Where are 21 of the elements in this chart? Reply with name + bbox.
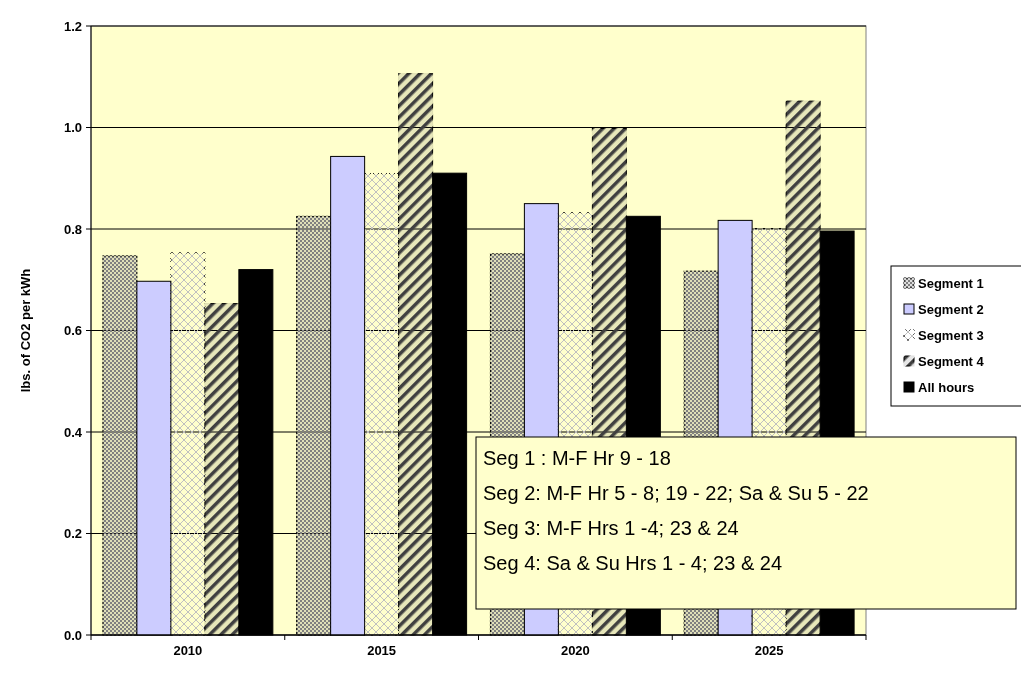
legend-label: Segment 2: [918, 301, 984, 317]
legend-label: All hours: [918, 379, 975, 395]
legend-label: Segment 3: [918, 327, 984, 343]
y-tick-label: 0.4: [63, 424, 83, 440]
annotation: Seg 1 : M-F Hr 9 - 18: [483, 447, 671, 469]
y-tick-label: 1.2: [63, 18, 82, 34]
x-tick-label: 2020: [560, 643, 590, 658]
legend-label: Segment 1: [918, 275, 984, 291]
x-tick-label: 2010: [173, 643, 203, 658]
x-tick-label: 2015: [367, 643, 397, 658]
y-tick-label: 0.0: [63, 627, 82, 643]
y-axis-title: lbs. of CO2 per kWh: [18, 268, 33, 393]
y-tick-label: 0.6: [63, 323, 82, 339]
legend-label: Segment 4: [918, 353, 985, 369]
annotation: Seg 2: M-F Hr 5 - 8; 19 - 22; Sa & Su 5 - 22: [483, 482, 869, 504]
y-tick-label: 1.0: [63, 120, 82, 136]
y-tick-label: 0.8: [63, 221, 82, 237]
annotation: Seg 4: Sa & Su Hrs 1 - 4; 23 & 24: [483, 552, 783, 574]
y-tick-label: 0.2: [63, 526, 82, 542]
annotation: Seg 3: M-F Hrs 1 -4; 23 & 24: [483, 517, 739, 539]
x-tick-label: 2025: [754, 643, 784, 658]
